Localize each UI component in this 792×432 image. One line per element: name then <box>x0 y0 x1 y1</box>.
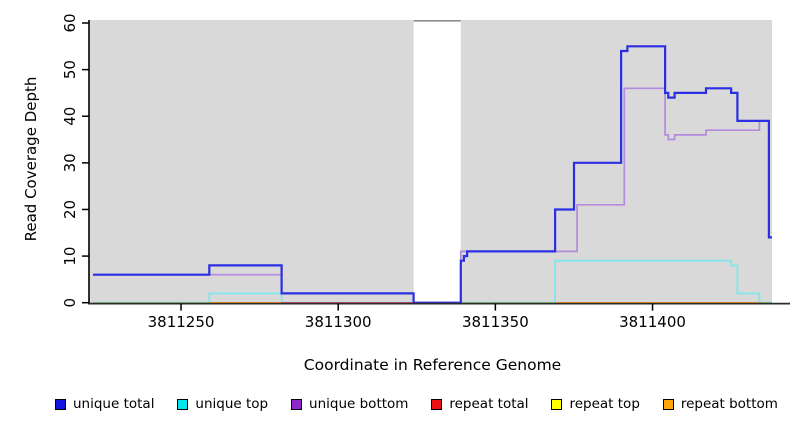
legend-swatch-icon <box>55 398 66 410</box>
y-tick-label: 30 <box>61 153 79 172</box>
legend-swatch-icon <box>291 398 303 410</box>
legend-item: repeat bottom <box>662 396 778 412</box>
legend-swatch-icon <box>431 398 443 410</box>
x-tick-label: 3811400 <box>619 313 686 331</box>
legend-item-label: repeat bottom <box>680 396 778 412</box>
y-tick-label: 50 <box>61 60 79 79</box>
series-unique-top-line <box>93 259 772 304</box>
legend-swatch-icon <box>662 398 674 410</box>
x-tick-label: 3811250 <box>148 313 215 331</box>
legend-item: unique top <box>177 396 268 412</box>
y-tick-label: 20 <box>61 200 79 219</box>
x-tick-label: 3811300 <box>305 313 372 331</box>
x-axis-label: Coordinate in Reference Genome <box>303 356 562 374</box>
legend-swatch-icon <box>551 398 563 410</box>
legend-item-label: unique bottom <box>309 396 409 412</box>
legend-item: repeat total <box>431 396 529 412</box>
masked-region <box>413 20 461 304</box>
y-tick-label: 60 <box>61 13 79 32</box>
y-tick-label: 10 <box>61 247 79 266</box>
y-tick-label: 40 <box>61 107 79 126</box>
legend-item: unique total <box>55 396 154 412</box>
legend-item-label: unique total <box>73 396 155 412</box>
y-axis-label: Read Coverage Depth <box>22 76 40 242</box>
legend-item: unique bottom <box>291 396 408 412</box>
legend-item-label: unique top <box>195 396 269 412</box>
series-unique-total-line <box>93 45 772 304</box>
legend-swatch-icon <box>177 398 189 410</box>
legend-item-label: repeat top <box>569 396 640 412</box>
legend: unique total unique top unique bottom repea… <box>0 396 792 412</box>
y-tick-label: 0 <box>61 298 79 308</box>
x-tick-label: 3811350 <box>462 313 529 331</box>
legend-item: repeat top <box>551 396 640 412</box>
legend-item-label: repeat total <box>449 396 529 412</box>
